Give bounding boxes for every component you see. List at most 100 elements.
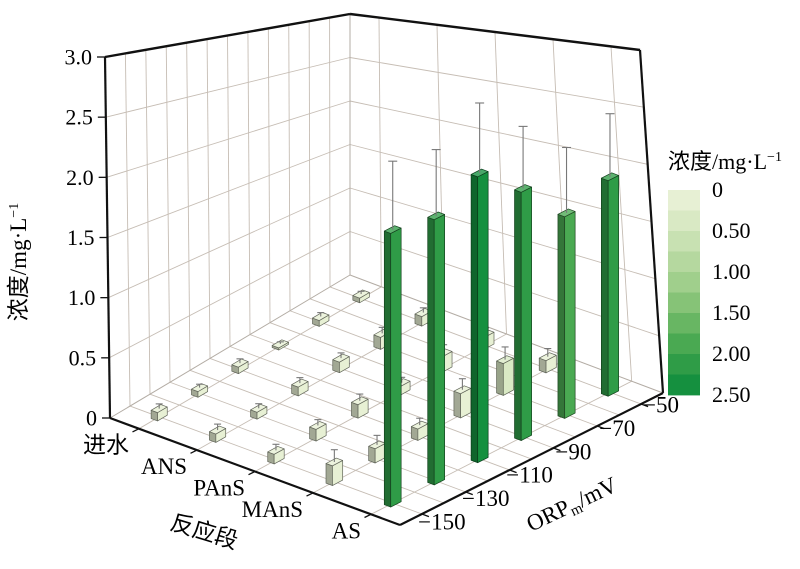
z-tick-label: 1.5: [67, 225, 95, 250]
bar-s0-o4: [312, 312, 330, 327]
right-wall-stage-gridline: [610, 46, 633, 382]
legend-color-band: [668, 374, 700, 396]
orp-axis-tick: [597, 425, 605, 430]
bar-s3-o3: [453, 378, 472, 419]
orp-axis-tick: [465, 491, 473, 496]
z-tick-label: 0.5: [69, 345, 97, 370]
orp-tick-label: −70: [599, 416, 635, 441]
legend-tick-label: 1.00: [712, 259, 751, 284]
bar-s1-o2: [291, 377, 309, 397]
bar-side-face-left: [496, 360, 504, 396]
front-right-floor-edge: [399, 392, 664, 526]
legend-title-sup: −1: [767, 150, 782, 165]
bar-s4-o0: [383, 160, 402, 508]
legend-title: 浓度/mg·L−1: [668, 149, 782, 174]
bar-s0-o3: [271, 339, 289, 351]
orp-axis-tick: [640, 403, 649, 408]
top-right-edge: [349, 12, 641, 52]
right-wall-stage-gridline: [378, 17, 382, 287]
legend-color-band: [668, 313, 700, 334]
bar-s1-o1: [250, 403, 268, 420]
bar-s2-o0: [267, 443, 285, 465]
bar-side-face-left: [368, 445, 376, 464]
floor-stage-gridline: [196, 310, 445, 451]
orp-axis-tick: [509, 469, 517, 474]
bar-side-face-left: [453, 390, 461, 419]
bar-s3-o1: [368, 434, 386, 464]
orp-tick-label: −150: [418, 509, 465, 534]
stage-tick-label: 进水: [83, 433, 129, 458]
bars-3d: [150, 102, 619, 508]
legend-color-band: [668, 190, 700, 211]
legend-color-band: [668, 210, 700, 232]
legend-color-band: [668, 354, 700, 375]
bar-side-face-left: [514, 189, 522, 441]
left-wall-orp-gridline: [247, 31, 251, 335]
right-front-edge: [638, 49, 665, 394]
bar-s4-o4: [557, 146, 576, 419]
left-wall-orp-gridline: [288, 24, 291, 311]
bar-front-face: [520, 186, 532, 441]
bar-s1-o3: [332, 352, 350, 373]
orp-tick-label: −50: [643, 393, 679, 418]
bar-side-face-left: [470, 174, 479, 464]
orp-tick-label: −130: [462, 486, 509, 511]
legend-title-main: 浓度/mg·L: [668, 149, 767, 174]
bar-s0-o0: [150, 403, 168, 422]
z-axis-title-sup: −1: [7, 203, 22, 218]
bar-front-face: [564, 211, 576, 419]
z-tick-label: 0: [86, 406, 97, 431]
stage-tick-label: ANS: [141, 454, 187, 479]
left-wall-orp-gridline: [124, 53, 131, 407]
legend-color-band: [668, 333, 700, 355]
legend-tick-label: 0: [712, 177, 723, 202]
stage-axis-tick: [248, 470, 256, 476]
bar-front-face: [477, 171, 489, 464]
z-tick-label: 1.0: [68, 285, 96, 310]
bar-front-face: [502, 357, 514, 396]
bar-s3-o2: [410, 417, 429, 441]
bar-front-face: [390, 227, 402, 508]
orp-tick-label: −90: [555, 439, 591, 464]
stage-tick-label: MAnS: [242, 497, 303, 522]
stage-axis-tick: [190, 449, 198, 454]
stage-axis-tick: [364, 513, 372, 519]
floor-stage-gridline: [138, 286, 382, 430]
bar-side-face-left: [427, 216, 435, 486]
legend-tick-label: 1.50: [712, 300, 751, 325]
left-wall-orp-gridline: [145, 49, 151, 395]
top-left-edge: [104, 12, 351, 59]
left-wall-orp-gridline: [267, 28, 271, 323]
z-tick-label: 3.0: [65, 45, 93, 70]
bar-side-face-left: [557, 213, 566, 419]
bar-s0-o2: [231, 358, 249, 374]
bar-s3-o5: [538, 347, 557, 374]
left-wall-orp-gridline: [165, 46, 171, 383]
legend-color-band: [668, 292, 700, 314]
z-axis-title-main: 浓度/mg·L: [6, 218, 31, 322]
bar-s1-o0: [209, 423, 227, 443]
colorbar-legend: 浓度/mg·L−1 0 0.50 1.00 1.50 2.00 2.50: [668, 149, 782, 407]
bar-s3-o0: [325, 449, 344, 486]
bar-side-face-left: [600, 177, 609, 397]
stage-tick-label: PAnS: [193, 476, 245, 501]
bar-s3-o4: [496, 346, 514, 396]
bar-front-face: [433, 214, 445, 486]
legend-tick-label: 2.00: [712, 341, 751, 366]
bar-s4-o5: [600, 113, 619, 397]
bar-side-face-left: [383, 230, 392, 508]
left-wall-orp-gridline: [206, 39, 211, 359]
right-wall-stage-gridline: [494, 31, 507, 335]
z-tick-label: 2.5: [65, 105, 93, 130]
legend-color-band: [668, 251, 700, 273]
bar-side-face-left: [325, 463, 333, 486]
bar-s4-o1: [427, 149, 445, 486]
bar-s2-o2: [351, 393, 369, 419]
bar-s4-o2: [470, 102, 489, 464]
z-axis-title: 浓度/mg·L−1: [6, 203, 31, 321]
orp-axis-tick: [421, 513, 430, 518]
orp-axis-tick: [553, 447, 561, 452]
bar-front-face: [607, 175, 619, 397]
stage-axis-tick: [306, 492, 314, 497]
